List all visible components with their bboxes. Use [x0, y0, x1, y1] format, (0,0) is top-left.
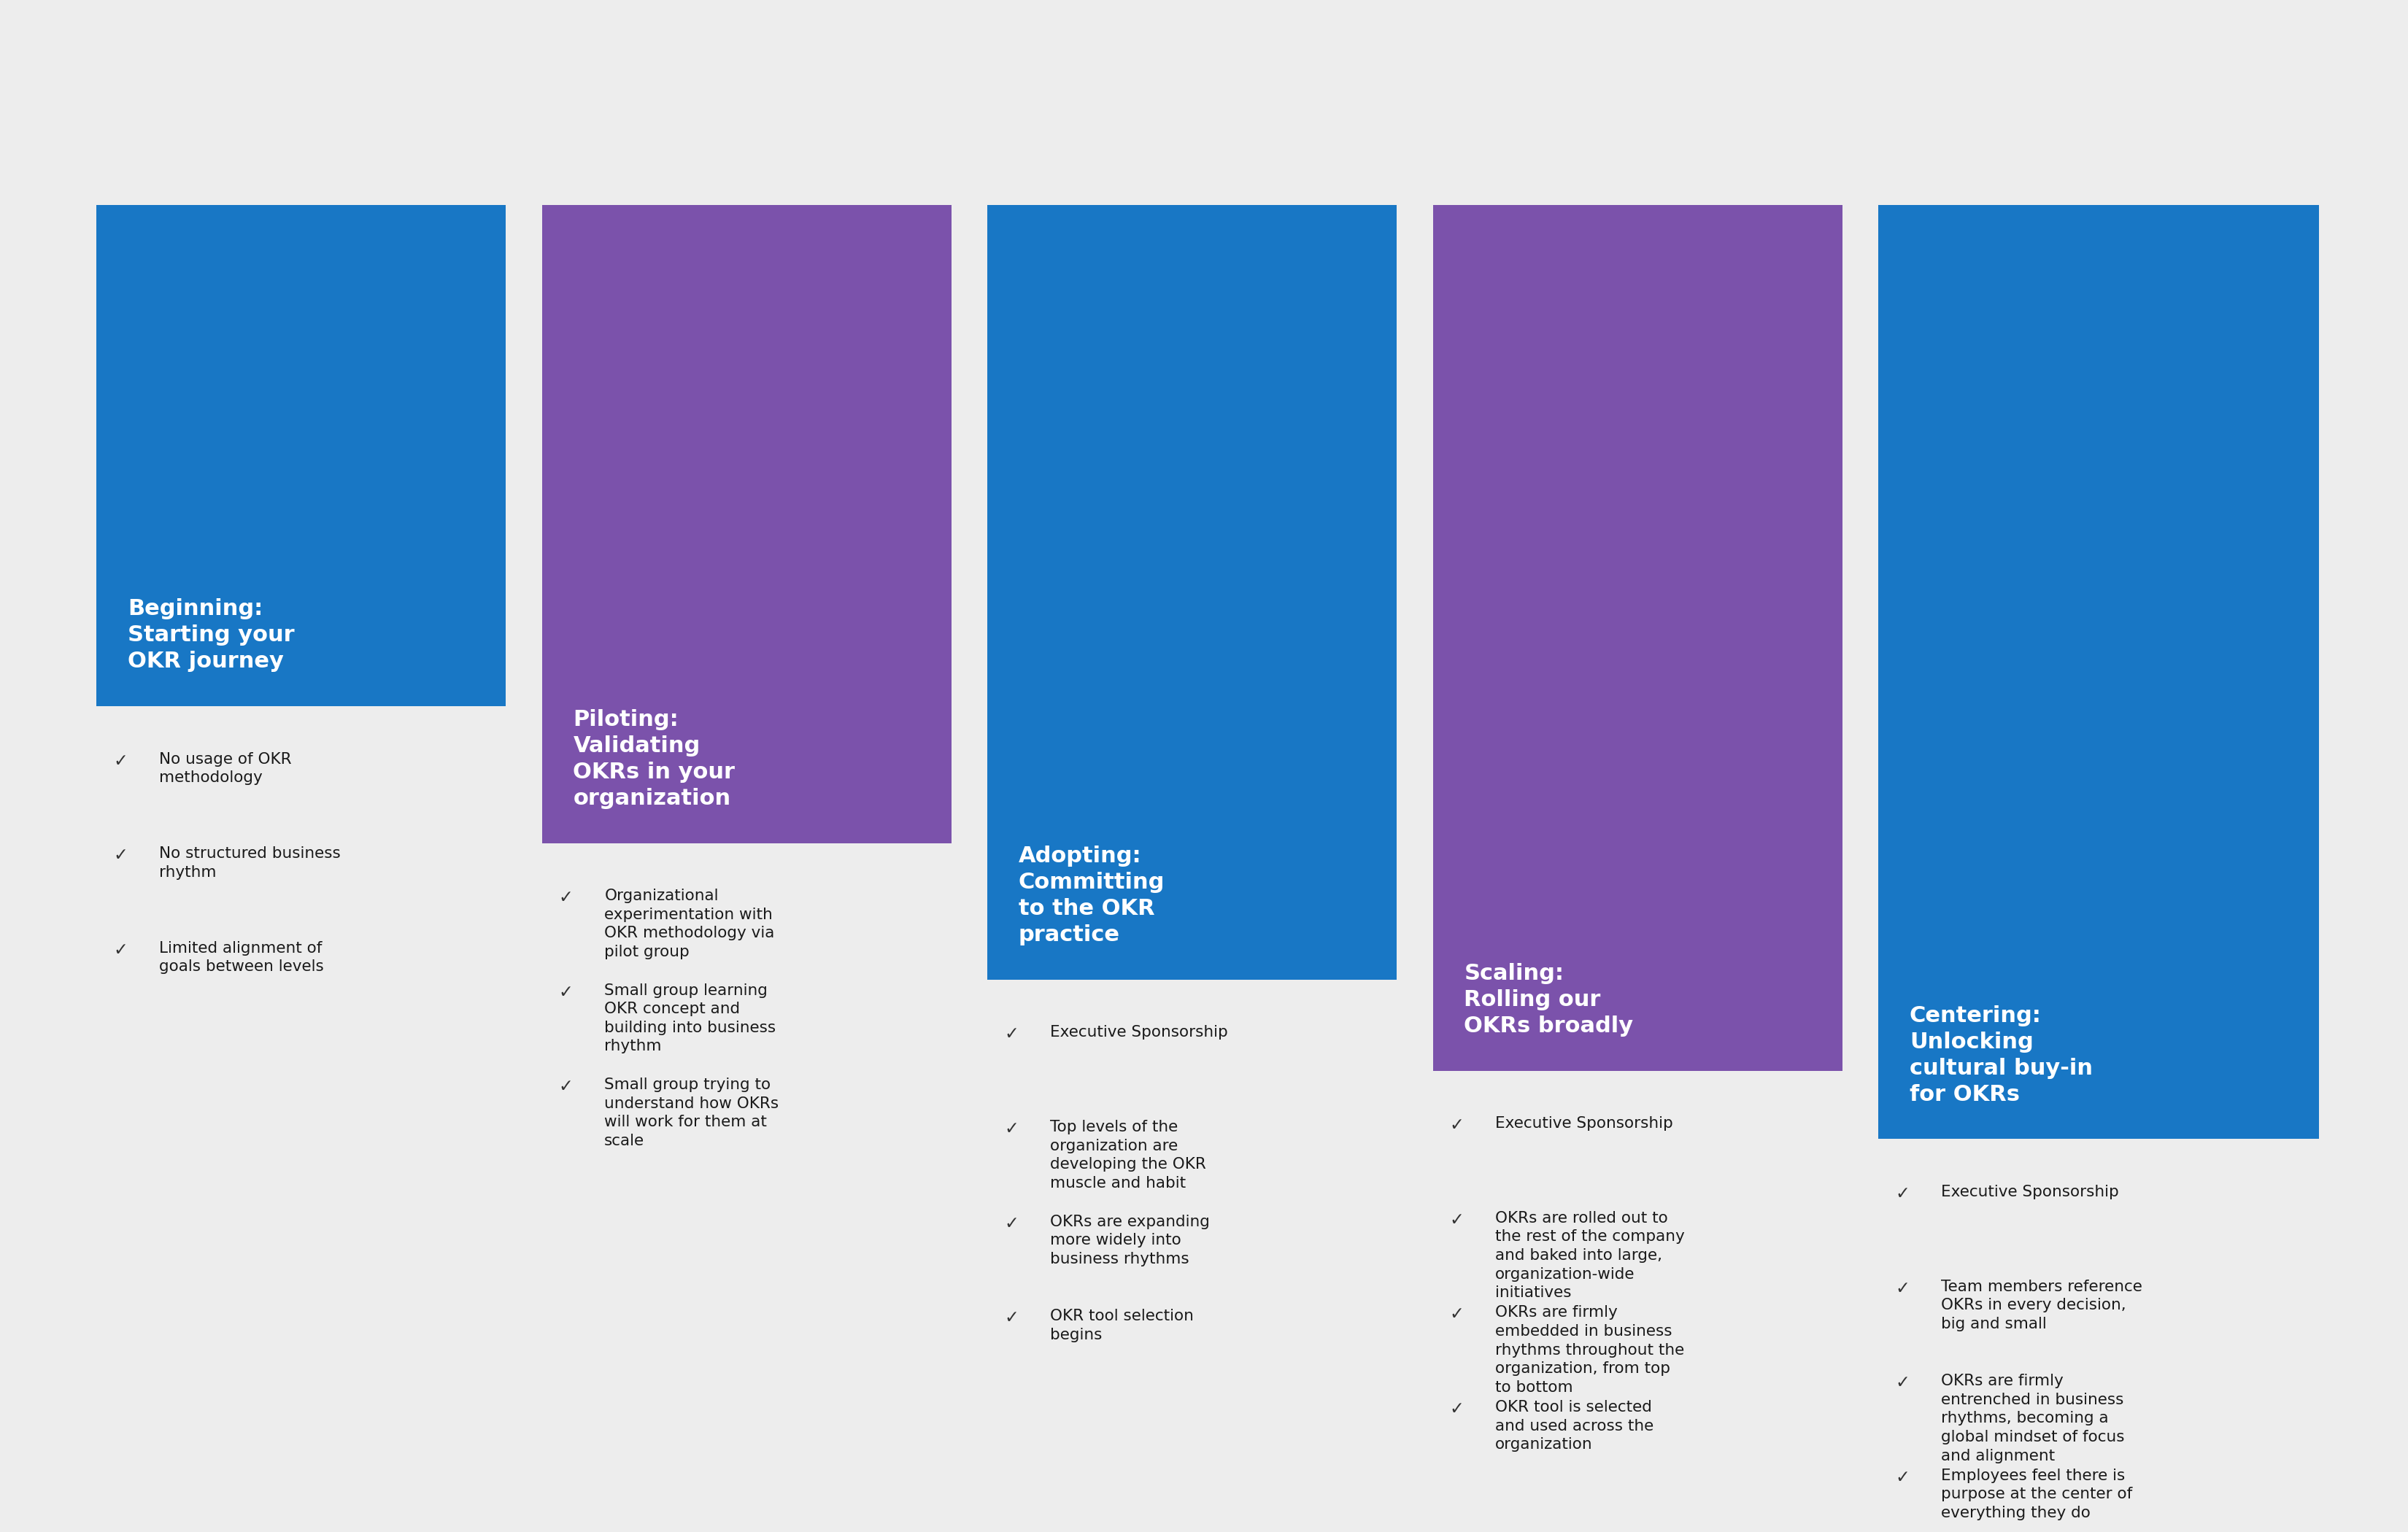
Text: ✓: ✓ — [1004, 1120, 1019, 1137]
Text: Executive Sponsorship: Executive Sponsorship — [1941, 1184, 2119, 1200]
Text: Adopting:
Committing
to the OKR
practice: Adopting: Committing to the OKR practice — [1019, 846, 1165, 945]
Text: OKR tool is selected
and used across the
organization: OKR tool is selected and used across the… — [1495, 1400, 1654, 1452]
Text: ✓: ✓ — [1004, 1025, 1019, 1043]
Text: ✓: ✓ — [1895, 1468, 1910, 1486]
Text: ✓: ✓ — [559, 889, 573, 905]
Text: ✓: ✓ — [1895, 1374, 1910, 1391]
Text: Employees feel there is
purpose at the center of
everything they do: Employees feel there is purpose at the c… — [1941, 1468, 2131, 1520]
Text: OKR tool selection
begins: OKR tool selection begins — [1050, 1308, 1194, 1342]
Text: ✓: ✓ — [1450, 1117, 1464, 1134]
Text: Piloting:
Validating
OKRs in your
organization: Piloting: Validating OKRs in your organi… — [573, 709, 734, 809]
Text: Team members reference
OKRs in every decision,
big and small: Team members reference OKRs in every dec… — [1941, 1279, 2143, 1331]
FancyBboxPatch shape — [987, 205, 1397, 979]
FancyBboxPatch shape — [1878, 205, 2319, 1140]
Text: Limited alignment of
goals between levels: Limited alignment of goals between level… — [159, 941, 323, 974]
Text: ✓: ✓ — [1450, 1305, 1464, 1324]
Text: No structured business
rhythm: No structured business rhythm — [159, 846, 340, 879]
Text: Top levels of the
organization are
developing the OKR
muscle and habit: Top levels of the organization are devel… — [1050, 1120, 1206, 1190]
Text: ✓: ✓ — [1450, 1400, 1464, 1417]
Text: ✓: ✓ — [1004, 1308, 1019, 1327]
FancyBboxPatch shape — [96, 205, 506, 706]
Text: ✓: ✓ — [113, 846, 128, 864]
FancyBboxPatch shape — [542, 205, 951, 843]
Text: Small group trying to
understand how OKRs
will work for them at
scale: Small group trying to understand how OKR… — [604, 1077, 778, 1149]
Text: ✓: ✓ — [113, 752, 128, 769]
Text: Beginning:
Starting your
OKR journey: Beginning: Starting your OKR journey — [128, 599, 294, 673]
Text: No usage of OKR
methodology: No usage of OKR methodology — [159, 752, 291, 784]
Text: ✓: ✓ — [1895, 1279, 1910, 1296]
Text: OKRs are firmly
entrenched in business
rhythms, becoming a
global mindset of foc: OKRs are firmly entrenched in business r… — [1941, 1374, 2124, 1463]
Text: ✓: ✓ — [559, 1077, 573, 1095]
Text: ✓: ✓ — [559, 984, 573, 1000]
Text: OKRs are firmly
embedded in business
rhythms throughout the
organization, from t: OKRs are firmly embedded in business rhy… — [1495, 1305, 1686, 1394]
Text: ✓: ✓ — [113, 941, 128, 959]
Text: ✓: ✓ — [1895, 1184, 1910, 1203]
Text: Executive Sponsorship: Executive Sponsorship — [1050, 1025, 1228, 1040]
Text: Executive Sponsorship: Executive Sponsorship — [1495, 1117, 1674, 1131]
Text: ✓: ✓ — [1450, 1210, 1464, 1229]
FancyBboxPatch shape — [1433, 205, 1842, 1071]
Text: OKRs are rolled out to
the rest of the company
and baked into large,
organizatio: OKRs are rolled out to the rest of the c… — [1495, 1210, 1686, 1301]
Text: Small group learning
OKR concept and
building into business
rhythm: Small group learning OKR concept and bui… — [604, 984, 775, 1054]
Text: Centering:
Unlocking
cultural buy-in
for OKRs: Centering: Unlocking cultural buy-in for… — [1910, 1005, 2093, 1105]
Text: Organizational
experimentation with
OKR methodology via
pilot group: Organizational experimentation with OKR … — [604, 889, 775, 959]
Text: OKRs are expanding
more widely into
business rhythms: OKRs are expanding more widely into busi… — [1050, 1215, 1209, 1267]
Text: ✓: ✓ — [1004, 1215, 1019, 1232]
Text: Scaling:
Rolling our
OKRs broadly: Scaling: Rolling our OKRs broadly — [1464, 964, 1633, 1037]
